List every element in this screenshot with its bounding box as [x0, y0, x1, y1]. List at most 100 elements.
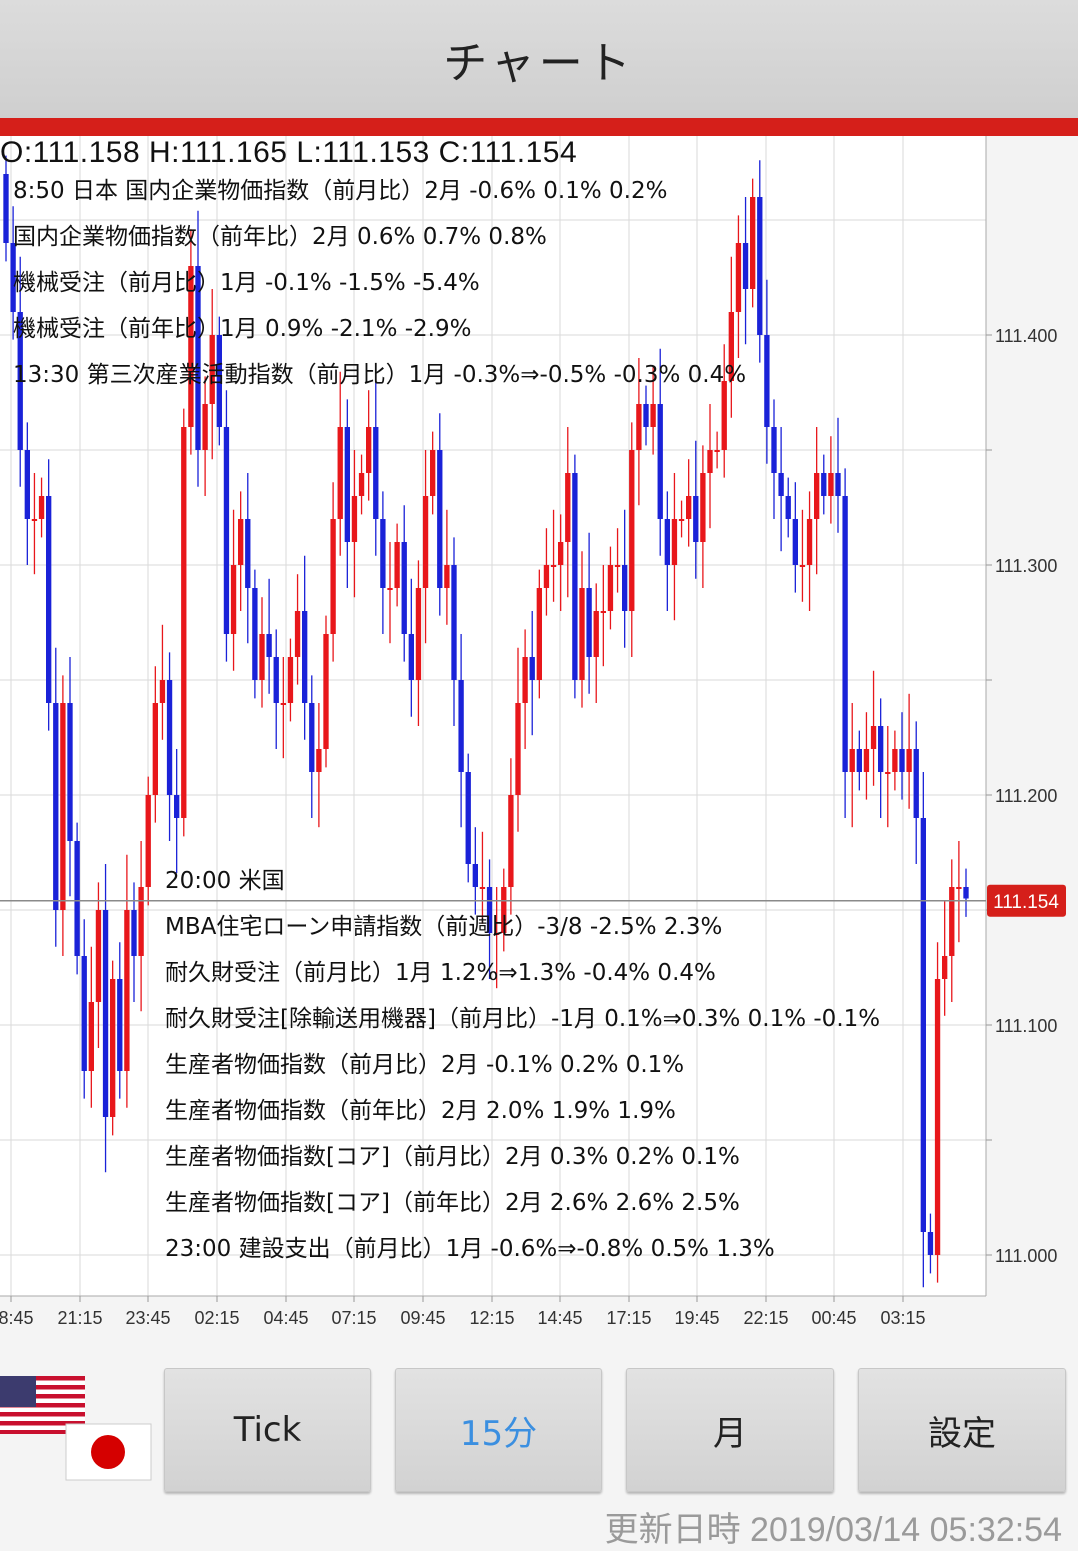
- candle-body: [686, 496, 692, 519]
- x-tick-label: 09:45: [400, 1308, 445, 1328]
- candle-body: [181, 427, 187, 818]
- candle-body: [67, 703, 73, 841]
- price-chart[interactable]: 111.400 111.300 111.200 111.100 111.000 18:45…: [0, 136, 1078, 1336]
- candle-body: [358, 473, 365, 496]
- candle-body: [95, 910, 102, 1002]
- candle-body: [508, 795, 514, 887]
- candle-body: [678, 519, 685, 521]
- candle-body: [465, 772, 471, 864]
- candle-body: [230, 565, 237, 634]
- candle-body: [444, 565, 450, 588]
- candle-body: [899, 749, 905, 772]
- candle-body: [259, 634, 265, 680]
- candle-body: [138, 887, 144, 956]
- candle-body: [828, 473, 834, 496]
- candle-body: [145, 795, 151, 887]
- candle-body: [913, 749, 919, 818]
- candle-body: [344, 427, 350, 542]
- candle-body: [209, 335, 215, 404]
- candle-body: [273, 657, 279, 703]
- event-line-bottom-5: 生産者物価指数（前年比）2月 2.0% 1.9% 1.9%: [165, 1098, 676, 1124]
- candle-body: [287, 657, 294, 703]
- candle-body: [671, 519, 678, 565]
- candle-body: [131, 910, 137, 956]
- candle-body: [117, 979, 123, 1071]
- x-tick-label: 02:15: [194, 1308, 239, 1328]
- y-tick-label: 111.400: [995, 326, 1057, 346]
- candle-body: [586, 588, 592, 657]
- updated-timestamp: 更新日時 2019/03/14 05:32:54: [604, 1511, 1062, 1549]
- plot-area: [0, 136, 986, 1296]
- candle-body: [920, 818, 926, 1232]
- candle-body: [543, 565, 550, 588]
- candle-body: [309, 703, 315, 772]
- candle-body: [849, 749, 855, 772]
- candle-body: [728, 312, 734, 381]
- candle-body: [88, 1002, 94, 1071]
- candle-body: [558, 542, 564, 565]
- candle-body: [174, 795, 180, 818]
- candle-body: [515, 703, 521, 795]
- candle-body: [60, 703, 66, 910]
- candle-body: [735, 243, 742, 312]
- x-tick-label: 03:15: [880, 1308, 925, 1328]
- candle-body: [757, 197, 763, 335]
- candle-body: [927, 1232, 934, 1255]
- candle-body: [863, 749, 870, 772]
- page-title: チャート: [443, 38, 635, 89]
- candle-body: [458, 680, 464, 772]
- x-tick-label: 14:45: [537, 1308, 582, 1328]
- candle-body: [24, 450, 30, 519]
- event-line-bottom-2: 耐久財受注（前月比）1月 1.2%⇒1.3% -0.4% 0.4%: [165, 960, 716, 986]
- chart-canvas[interactable]: 111.400 111.300 111.200 111.100 111.000 18:45…: [0, 136, 1078, 1336]
- event-line-bottom-7: 生産者物価指数[コア]（前年比）2月 2.6% 2.6% 2.5%: [165, 1190, 740, 1216]
- candle-body: [337, 427, 343, 519]
- y-tick-label: 111.300: [995, 556, 1057, 576]
- candle-body: [842, 496, 848, 772]
- candle-body: [10, 243, 16, 312]
- candle-body: [245, 519, 251, 588]
- candle-body: [885, 772, 891, 774]
- current-price-badge: [987, 884, 1066, 917]
- candle-body: [600, 611, 606, 613]
- event-line-bottom-6: 生産者物価指数[コア]（前月比）2月 0.3% 0.2% 0.1%: [165, 1144, 740, 1170]
- event-line-top-3: 機械受注（前年比）1月 0.9% -2.1% -2.9%: [13, 316, 472, 342]
- candle-body: [216, 335, 222, 427]
- candle-body: [565, 473, 571, 542]
- candle-body: [934, 979, 941, 1255]
- candle-body: [942, 956, 948, 979]
- currency-pair-flags[interactable]: [0, 1376, 155, 1486]
- candle-body: [742, 243, 749, 289]
- candle-body: [280, 703, 286, 705]
- candle-body: [501, 887, 507, 933]
- candle-body: [102, 910, 109, 1117]
- candle-body: [387, 588, 393, 590]
- x-tick-label: 23:45: [125, 1308, 170, 1328]
- candle-body: [373, 427, 379, 519]
- accent-bar: [0, 118, 1078, 136]
- candle-body: [870, 726, 877, 749]
- event-line-top-2: 機械受注（前月比）1月 -0.1% -1.5% -5.4%: [13, 270, 480, 296]
- candle-body: [366, 427, 372, 473]
- candle-body: [622, 565, 628, 611]
- candle-body: [415, 588, 422, 680]
- tick-button[interactable]: Tick: [164, 1368, 371, 1492]
- bottom-toolbar: Tick 15分 月 設定 更新日時 2019/03/14 05:32:54: [0, 1340, 1078, 1550]
- candle-body: [614, 565, 621, 567]
- candle-body: [266, 634, 272, 657]
- settings-button[interactable]: 設定: [858, 1368, 1066, 1492]
- candle-body: [821, 473, 827, 496]
- month-button[interactable]: 月: [626, 1368, 834, 1492]
- event-line-top-4: 13:30 第三次産業活動指数（前月比）1月 -0.3%⇒-0.5% -0.3%…: [13, 362, 747, 388]
- candle-body: [486, 887, 493, 933]
- candle-body: [750, 197, 756, 289]
- candle-body: [401, 542, 407, 634]
- candle-body: [330, 519, 336, 634]
- candle-body: [550, 565, 557, 567]
- candle-body: [430, 450, 436, 496]
- x-tick-label: 22:15: [743, 1308, 788, 1328]
- candle-body: [806, 519, 813, 565]
- 15min-button[interactable]: 15分: [395, 1368, 602, 1492]
- candle-body: [629, 450, 635, 611]
- event-line-bottom-0: 20:00 米国: [165, 868, 285, 894]
